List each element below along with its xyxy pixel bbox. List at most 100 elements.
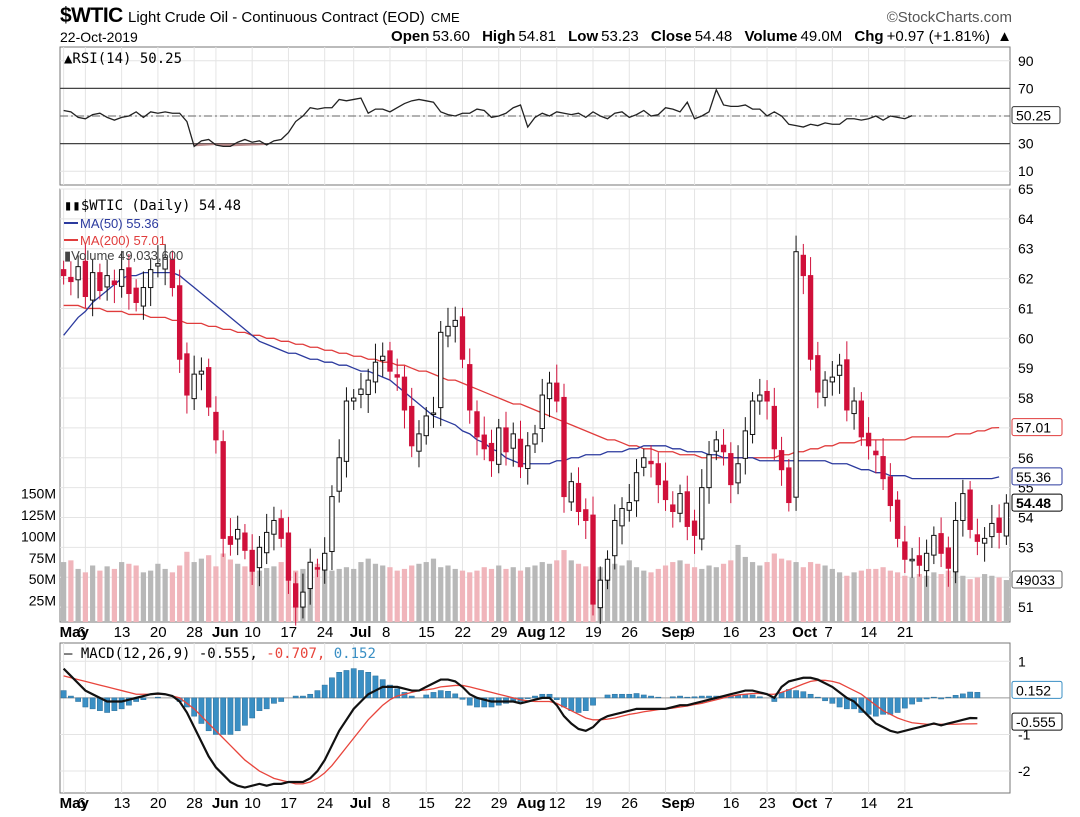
volume-bar <box>699 568 705 622</box>
volume-bar <box>380 565 386 622</box>
candle-body <box>184 353 190 396</box>
volume-bar <box>706 565 712 622</box>
candle-body <box>829 376 836 383</box>
macd-hist-bar <box>329 677 335 699</box>
ma200-line <box>63 304 1000 459</box>
rsi-tick-label: 30 <box>1018 136 1034 152</box>
candle-body <box>684 491 690 527</box>
candle-body <box>735 463 741 484</box>
macd-hist-bar <box>198 697 205 724</box>
macd-hist-bar <box>938 697 944 700</box>
ma200-last-value: 57.01 <box>1016 420 1051 436</box>
x-axis-label: 8 <box>382 624 390 641</box>
candle-body <box>380 355 386 361</box>
volume-bar <box>438 567 444 622</box>
macd-hist-bar <box>553 697 560 700</box>
macd-hist-bar <box>155 696 161 699</box>
volume-bar <box>430 558 437 622</box>
volume-tick-label: 100M <box>21 528 56 544</box>
candle-body <box>75 266 81 281</box>
candle-body <box>749 400 756 435</box>
collapse-arrow-icon[interactable]: ▲ <box>997 28 1012 45</box>
candle-body <box>147 269 154 289</box>
macd-hist-bar <box>952 695 959 699</box>
macd-legend-macd: -0.555, <box>199 646 266 662</box>
candle-body <box>894 499 901 539</box>
candle-body <box>974 534 981 542</box>
volume-tick-label: 50M <box>29 571 56 587</box>
macd-hist-bar <box>350 668 357 699</box>
macd-hist-bar <box>836 697 843 708</box>
macd-hist-bar <box>271 697 277 704</box>
candle-body <box>633 472 640 502</box>
candle-body <box>401 376 408 411</box>
x-axis-label-bottom: 14 <box>861 795 878 812</box>
candle-body <box>909 558 915 562</box>
x-axis-label: 29 <box>491 624 508 641</box>
x-axis-label: Aug <box>516 624 545 641</box>
volume-bar <box>198 558 205 622</box>
high-label: High <box>482 28 516 45</box>
macd-hist-bar <box>923 697 930 700</box>
candle-body <box>322 552 328 571</box>
candle-body <box>445 325 451 337</box>
macd-hist-bar <box>604 694 611 699</box>
volume-bar <box>641 570 647 622</box>
candle-body <box>699 487 705 540</box>
volume-bar <box>764 562 770 622</box>
macd-hist-bar <box>677 695 683 699</box>
macd-legend-name: — MACD(12,26,9) <box>64 646 199 662</box>
macd-hist-bar <box>655 696 662 699</box>
description-text: Light Crude Oil - Continuous Contract (E… <box>128 9 425 26</box>
candle-body <box>271 519 277 535</box>
candle-body <box>234 528 241 540</box>
x-axis-label: 16 <box>723 624 740 641</box>
volume-bar <box>793 562 799 622</box>
candle-body <box>662 480 669 501</box>
price-tick-label: 64 <box>1018 211 1034 227</box>
volume-label: Volume <box>744 28 798 45</box>
macd-legend-signal: -0.707, <box>266 646 333 662</box>
candle-body <box>307 561 313 590</box>
x-axis-label: Oct <box>792 624 817 641</box>
macd-hist-bar <box>140 697 147 700</box>
candle-body <box>481 434 487 450</box>
x-axis-label-bottom: Sep <box>662 795 690 812</box>
candle-body <box>351 397 357 402</box>
close-last-badge <box>1011 493 1063 512</box>
volume-bar <box>75 568 81 622</box>
macd-hist-bar <box>967 691 973 699</box>
volume-bar <box>982 574 988 622</box>
price-panel-frame <box>59 188 1011 623</box>
x-axis-label-bottom: Jul <box>350 795 372 812</box>
macd-hist-bar <box>909 697 915 705</box>
macd-hist-bar <box>466 697 473 706</box>
candle-body <box>844 359 850 411</box>
candle-body <box>720 444 727 453</box>
x-axis-label-bottom: 28 <box>186 795 203 812</box>
volume-bar <box>996 577 1002 622</box>
volume-bar <box>800 567 806 622</box>
rsi-line <box>63 88 913 148</box>
candle-body <box>713 439 719 452</box>
macd-hist-bar <box>292 695 299 699</box>
candle-body <box>176 285 183 360</box>
candle-body <box>278 518 284 539</box>
macd-hist-bar <box>590 697 596 706</box>
candle-body <box>438 331 444 409</box>
candle-body <box>82 260 89 298</box>
macd-hist-bar <box>960 693 966 699</box>
candle-body <box>329 496 335 553</box>
macd-hist-bar <box>930 696 937 699</box>
candle-body <box>285 532 292 581</box>
candle-body <box>249 549 255 572</box>
volume-bar <box>662 565 669 622</box>
candle-body <box>198 370 205 375</box>
volume-bar <box>836 572 843 622</box>
candle-body <box>822 379 828 398</box>
candle-body <box>532 433 538 445</box>
candle-body <box>807 275 814 360</box>
candle-body <box>757 394 763 402</box>
candle-body <box>89 272 96 301</box>
volume-bar <box>445 565 451 622</box>
